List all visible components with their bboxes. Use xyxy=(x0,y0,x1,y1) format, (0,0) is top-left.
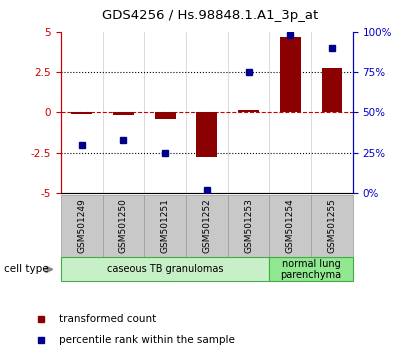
Text: normal lung
parenchyma: normal lung parenchyma xyxy=(281,258,341,280)
Bar xyxy=(197,113,217,158)
Text: GSM501250: GSM501250 xyxy=(119,198,128,253)
Bar xyxy=(61,195,102,257)
Bar xyxy=(113,113,134,115)
Bar xyxy=(155,113,176,119)
Bar xyxy=(102,195,144,257)
Bar xyxy=(280,38,301,113)
Text: cell type: cell type xyxy=(4,264,49,274)
Bar xyxy=(61,257,269,281)
Bar xyxy=(269,257,353,281)
Text: caseous TB granulomas: caseous TB granulomas xyxy=(107,264,223,274)
Bar xyxy=(144,195,186,257)
Text: GSM501253: GSM501253 xyxy=(244,198,253,253)
Bar xyxy=(269,195,311,257)
Text: GSM501252: GSM501252 xyxy=(202,198,211,252)
Bar xyxy=(311,195,353,257)
Bar xyxy=(228,195,269,257)
Bar xyxy=(186,195,228,257)
Text: GSM501255: GSM501255 xyxy=(328,198,336,253)
Text: GDS4256 / Hs.98848.1.A1_3p_at: GDS4256 / Hs.98848.1.A1_3p_at xyxy=(102,9,318,22)
Bar xyxy=(238,110,259,113)
Bar xyxy=(71,113,92,114)
Bar xyxy=(322,68,342,113)
Text: percentile rank within the sample: percentile rank within the sample xyxy=(59,335,234,345)
Text: GSM501254: GSM501254 xyxy=(286,198,295,252)
Text: GSM501251: GSM501251 xyxy=(161,198,170,253)
Text: GSM501249: GSM501249 xyxy=(77,198,86,252)
Text: transformed count: transformed count xyxy=(59,314,156,324)
